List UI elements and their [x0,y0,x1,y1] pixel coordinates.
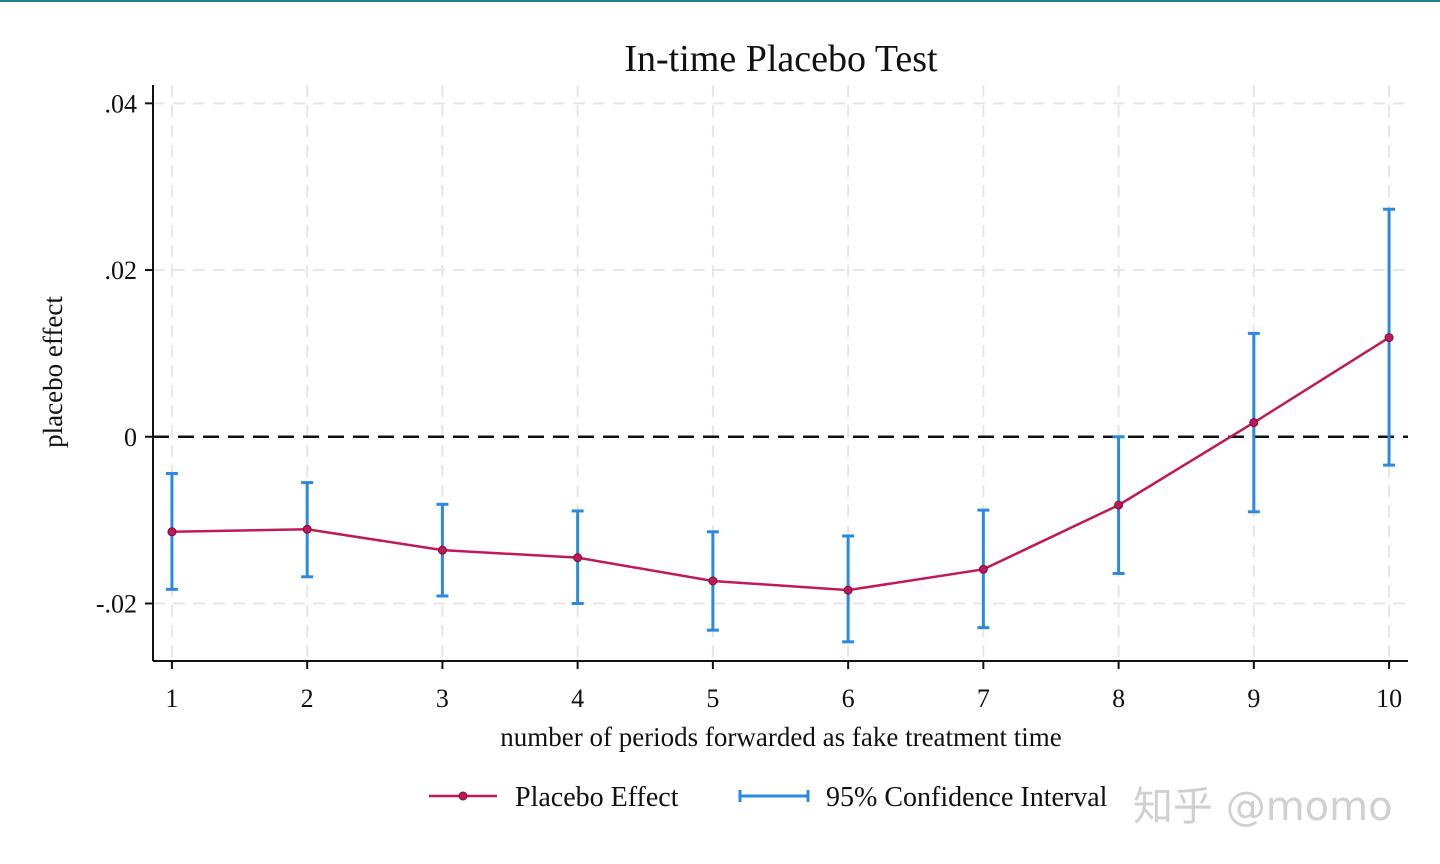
y-tick-label-2: .02 [105,256,138,285]
x-tick-label-4: 4 [571,684,584,713]
placebo-effect-point-7 [978,564,988,574]
top-rule [0,0,1440,2]
y-tick-labels: .04 .02 0 -.02 [96,89,137,618]
legend: Placebo Effect 95% Confidence Interval [429,782,1108,813]
y-tick-label-3: 0 [124,423,137,452]
x-tick-label-2: 2 [301,684,314,713]
axes [145,85,1408,669]
y-axis-title: placebo effect [38,296,68,448]
chart-title: In-time Placebo Test [624,38,938,80]
y-tick-label-4: -.02 [96,589,137,618]
x-axis-title: number of periods forwarded as fake trea… [500,722,1062,752]
x-tick-label-7: 7 [977,684,990,713]
legend-label-effect: Placebo Effect [515,782,679,813]
placebo-effect-point-9 [1249,418,1259,428]
y-tick-label-1: .04 [105,89,138,118]
watermark: 知乎 @momo [1133,784,1393,830]
placebo-effect-point-3 [437,545,447,555]
placebo-effect-point-10 [1384,333,1394,343]
placebo-effect-point-4 [573,553,583,563]
placebo-effect-series [167,333,1394,595]
x-tick-labels: 1 2 3 4 5 6 7 8 9 10 [165,684,1402,713]
x-tick-label-1: 1 [165,684,178,713]
x-tick-label-9: 9 [1247,684,1260,713]
placebo-effect-point-1 [167,527,177,537]
grid-lines [153,85,1408,661]
placebo-effect-point-5 [708,576,718,586]
x-tick-label-3: 3 [436,684,449,713]
placebo-effect-point-6 [843,585,853,595]
x-tick-label-5: 5 [706,684,719,713]
placebo-effect-point-8 [1114,500,1124,510]
placebo-effect-point-2 [302,524,312,534]
x-tick-label-10: 10 [1376,684,1402,713]
x-tick-label-8: 8 [1112,684,1125,713]
legend-label-ci: 95% Confidence Interval [826,782,1108,813]
legend-effect-marker [458,791,468,801]
confidence-interval-bars [165,207,1396,644]
placebo-effect-line [171,336,1390,592]
x-tick-label-6: 6 [842,684,855,713]
